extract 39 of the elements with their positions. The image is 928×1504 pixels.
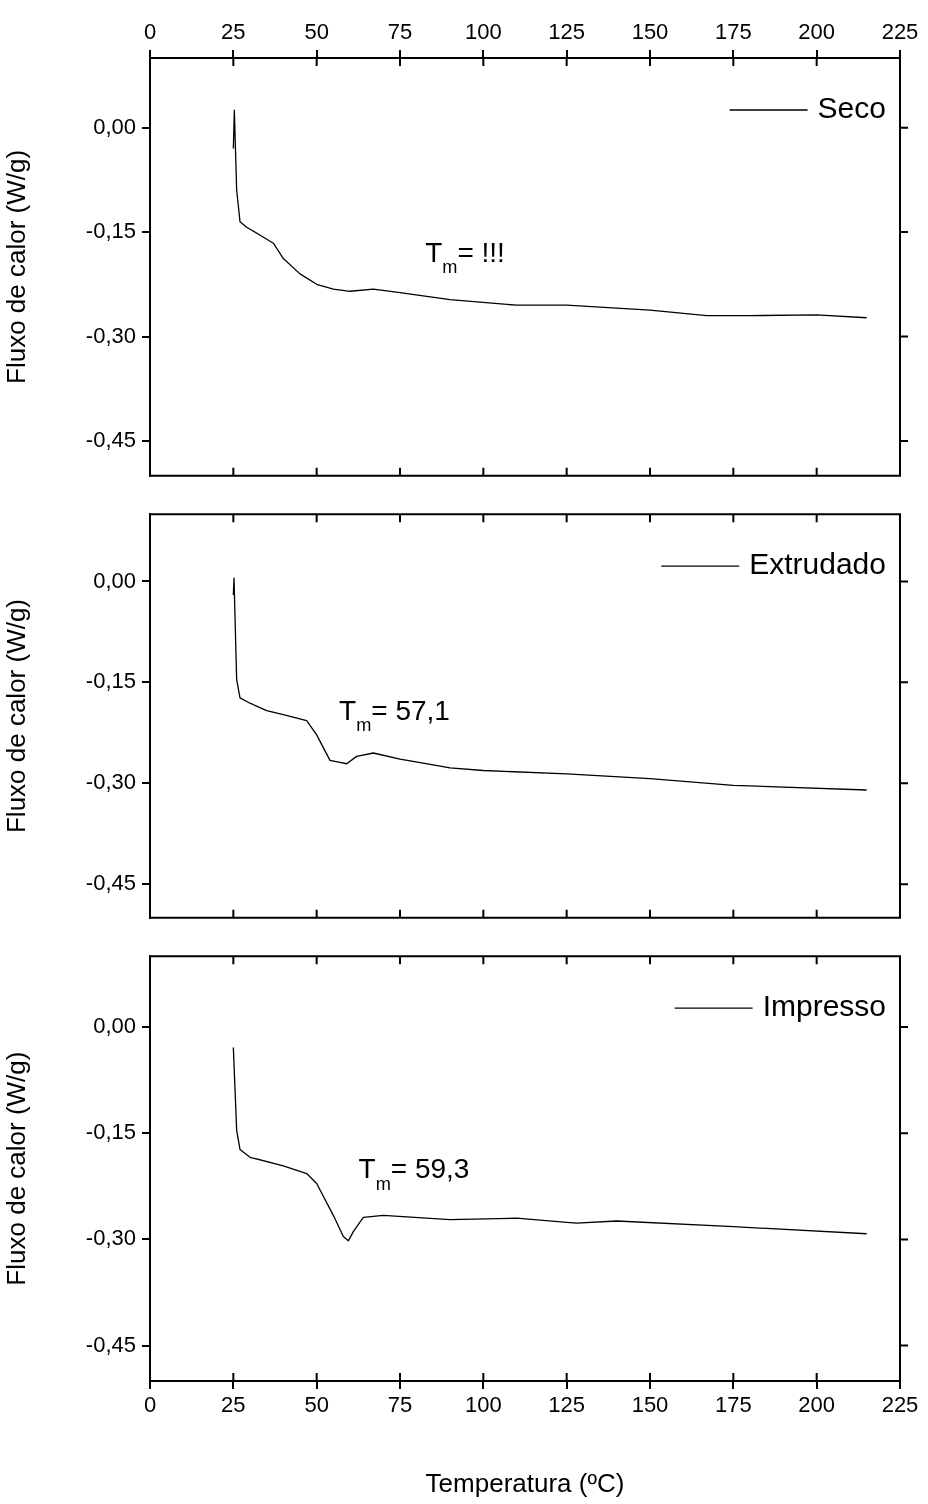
x-tick-label: 225: [881, 18, 919, 44]
x-tick-label: 125: [548, 18, 586, 44]
x-tick-label: 75: [387, 1392, 413, 1418]
x-tick-label: 150: [631, 1392, 669, 1418]
y-tick-label: -0,45: [85, 427, 136, 453]
x-tick-label: 0: [143, 18, 157, 44]
y-tick-label: -0,15: [85, 668, 136, 694]
y-axis-title: Fluxo de calor (W/g): [0, 1051, 31, 1286]
x-tick-label: 125: [548, 1392, 586, 1418]
y-axis-title: Fluxo de calor (W/g): [0, 598, 31, 834]
legend-label: Extrudado: [749, 547, 886, 581]
x-tick-label: 175: [714, 1392, 752, 1418]
y-tick-label: -0,30: [85, 769, 136, 795]
x-tick-label: 175: [714, 18, 752, 44]
x-axis-title: Temperatura (ºC): [425, 1467, 625, 1498]
x-tick-label: 100: [464, 1392, 502, 1418]
y-axis-title: Fluxo de calor (W/g): [0, 149, 31, 384]
x-tick-label: 25: [221, 18, 246, 44]
y-tick-label: -0,15: [85, 1119, 136, 1145]
legend-label: Seco: [817, 91, 886, 125]
x-tick-label: 200: [798, 18, 836, 44]
y-tick-label: -0,45: [85, 1331, 136, 1357]
y-tick-label: 0,00: [93, 1013, 136, 1039]
legend-label: Impresso: [762, 989, 886, 1023]
x-tick-label: 150: [631, 18, 669, 44]
x-tick-label: 50: [304, 1392, 329, 1418]
x-tick-label: 50: [304, 18, 329, 44]
x-tick-label: 100: [464, 18, 502, 44]
x-tick-label: 225: [881, 1392, 919, 1418]
x-tick-label: 75: [387, 18, 413, 44]
x-tick-label: 200: [798, 1392, 836, 1418]
y-tick-label: -0,30: [85, 1225, 136, 1251]
y-tick-label: -0,30: [85, 322, 136, 348]
y-tick-label: 0,00: [93, 113, 136, 139]
y-tick-label: -0,15: [85, 218, 136, 244]
x-tick-label: 0: [143, 1392, 157, 1418]
y-tick-label: 0,00: [93, 567, 136, 593]
x-tick-label: 25: [221, 1392, 246, 1418]
y-tick-label: -0,45: [85, 870, 136, 896]
